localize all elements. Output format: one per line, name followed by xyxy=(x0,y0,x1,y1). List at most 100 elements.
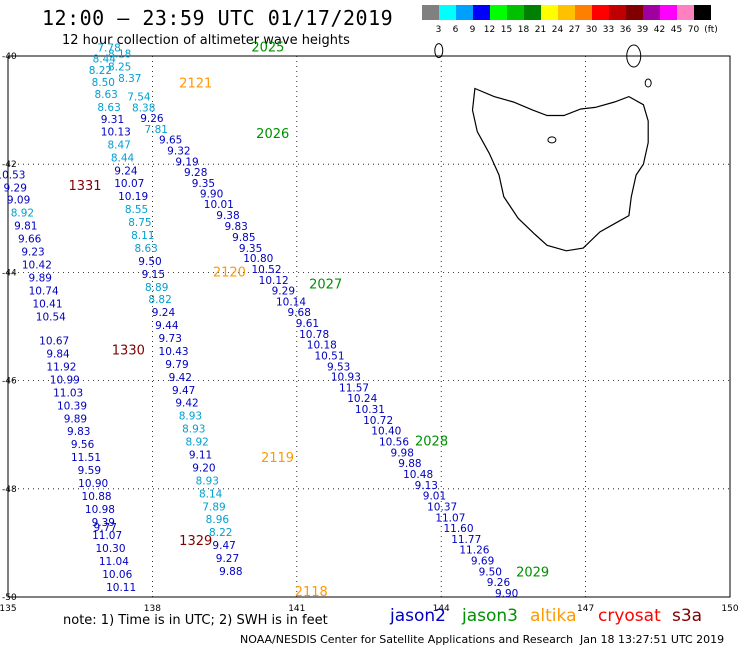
legend-swatch xyxy=(592,5,609,20)
wave-height-value: 10.99 xyxy=(50,374,80,386)
wave-height-value: 10.07 xyxy=(114,178,144,190)
wave-height-value: 9.53 xyxy=(327,361,350,373)
legend-swatch xyxy=(422,5,439,20)
wave-height-value: 9.65 xyxy=(159,135,182,147)
wave-height-value: 11.57 xyxy=(339,382,369,394)
legend-label: 15 xyxy=(500,25,513,35)
wave-height-value: 7.78 xyxy=(97,43,120,55)
wave-height-value: 8.37 xyxy=(118,73,141,85)
wave-height-value: 8.82 xyxy=(148,294,171,306)
wave-height-value: 8.14 xyxy=(199,488,223,500)
legend-swatch xyxy=(609,5,626,20)
lat-tick-label: -46 xyxy=(2,377,17,387)
wave-height-value: 11.26 xyxy=(459,545,489,557)
wave-height-value: 10.19 xyxy=(118,191,148,203)
wave-height-value: 9.81 xyxy=(14,221,37,233)
legend-swatch xyxy=(694,5,711,20)
wave-height-value: 9.79 xyxy=(165,359,188,371)
wave-height-value: 8.63 xyxy=(94,89,117,101)
cape-barren-island-outline xyxy=(644,78,652,88)
wave-height-value: 8.47 xyxy=(107,140,130,152)
wave-height-value: 8.55 xyxy=(125,204,148,216)
wave-height-value: 10.51 xyxy=(314,351,344,363)
wave-height-value: 7.89 xyxy=(202,501,225,513)
wave-height-value: 11.07 xyxy=(92,530,122,542)
lon-tick-label: 150 xyxy=(721,604,738,614)
wave-height-value: 9.83 xyxy=(224,221,247,233)
legend-swatch xyxy=(490,5,507,20)
wave-height-value: 8.93 xyxy=(196,475,219,487)
legend-swatch xyxy=(677,5,694,20)
wave-height-value: 9.42 xyxy=(175,398,198,410)
pass-number-label: 2120 xyxy=(213,266,246,281)
wave-height-value: 9.01 xyxy=(423,491,446,503)
lat-tick-label: -42 xyxy=(2,160,17,170)
credit-line: NOAA/NESDIS Center for Satellite Applica… xyxy=(240,633,574,646)
wave-height-value: 10.41 xyxy=(32,299,62,311)
legend-swatch xyxy=(507,5,524,20)
wave-height-value: 8.75 xyxy=(128,217,151,229)
wave-height-value: 10.24 xyxy=(347,393,377,405)
chart-subtitle: 12 hour collection of altimeter wave hei… xyxy=(62,33,350,48)
wave-height-value: 8.63 xyxy=(97,102,120,114)
legend-label: 36 xyxy=(619,25,632,35)
wave-height-value: 10.43 xyxy=(159,346,189,358)
wave-height-value: 10.48 xyxy=(403,469,433,481)
wave-height-value: 11.03 xyxy=(53,387,83,399)
tasmania-coastline xyxy=(471,87,649,252)
wave-height-value: 9.85 xyxy=(232,232,255,244)
legend-label: 6 xyxy=(452,25,459,35)
legend-label: 18 xyxy=(517,25,530,35)
pass-number-label: 1330 xyxy=(112,344,145,359)
wave-height-value: 9.98 xyxy=(391,447,414,459)
satellite-legend-jason2: jason2 xyxy=(390,606,446,626)
wave-height-value: 9.11 xyxy=(189,450,212,462)
legend-label: 30 xyxy=(585,25,598,35)
wave-height-value: 10.52 xyxy=(251,264,281,276)
legend-unit: (ft) xyxy=(704,25,718,35)
wave-height-value: 8.38 xyxy=(132,103,155,115)
wave-height-value: 7.81 xyxy=(145,124,168,136)
wave-height-value: 9.59 xyxy=(78,465,101,477)
legend-label: 45 xyxy=(670,25,683,35)
lon-tick-label: 144 xyxy=(433,604,450,614)
wave-height-value: 9.28 xyxy=(184,167,207,179)
wave-height-value: 9.61 xyxy=(296,318,319,330)
wave-height-value: 8.96 xyxy=(206,514,230,526)
wave-height-value: 8.25 xyxy=(108,62,131,74)
wave-height-value: 9.69 xyxy=(471,556,494,568)
lon-tick-label: 135 xyxy=(0,604,17,614)
wave-height-value: 8.50 xyxy=(92,77,115,89)
wave-height-value: 11.92 xyxy=(46,361,76,373)
wave-height-value: 9.47 xyxy=(172,385,195,397)
wave-height-value: 9.47 xyxy=(212,540,235,552)
flinders-island-outline xyxy=(626,44,642,68)
wave-height-value: 10.88 xyxy=(82,491,112,503)
wave-height-value: 9.32 xyxy=(167,145,190,157)
wave-height-value: 9.26 xyxy=(140,113,164,125)
pass-number-label: 1331 xyxy=(68,179,101,194)
wave-height-value: 8.89 xyxy=(145,282,168,294)
legend-label: 39 xyxy=(636,25,649,35)
wave-height-value: 9.29 xyxy=(272,286,295,298)
legend-swatch xyxy=(473,5,490,20)
wave-height-value: 10.01 xyxy=(204,199,234,211)
wave-height-value: 10.54 xyxy=(36,312,66,324)
wave-height-value: 8.11 xyxy=(131,230,154,242)
generated-timestamp: Jan 18 13:27:51 UTC 2019 xyxy=(580,633,725,646)
wave-height-value: 11.07 xyxy=(435,512,465,524)
wave-height-value: 10.39 xyxy=(57,400,87,412)
wave-height-value: 10.72 xyxy=(363,415,393,427)
wave-height-value: 9.29 xyxy=(4,182,27,194)
wave-height-value: 9.88 xyxy=(398,458,421,470)
satellite-legend-s3a: s3a xyxy=(672,606,703,626)
wave-height-value: 9.68 xyxy=(288,307,311,319)
pass-number-label: 2121 xyxy=(179,76,212,91)
wave-height-value: 8.44 xyxy=(93,53,117,65)
wave-height-value: 9.35 xyxy=(239,243,262,255)
wave-height-value: 10.30 xyxy=(95,543,125,555)
legend-swatch xyxy=(575,5,592,20)
wave-height-value: 8.63 xyxy=(134,243,157,255)
wave-height-value: 10.98 xyxy=(85,504,115,516)
